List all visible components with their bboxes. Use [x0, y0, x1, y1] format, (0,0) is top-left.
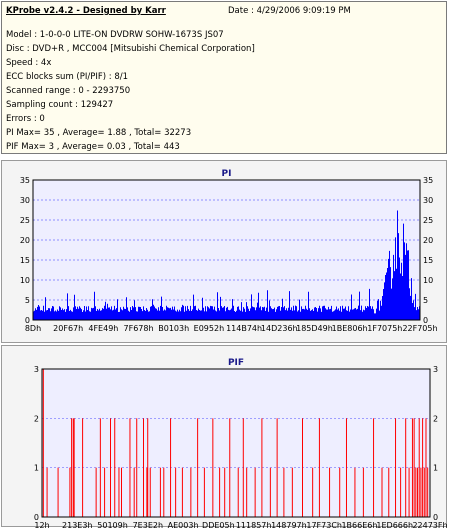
info-range: Scanned range : 0 - 2293750 [6, 86, 131, 96]
y-tick-label-right: 5 [423, 296, 428, 305]
x-tick-label: 1BE806h [332, 324, 368, 333]
x-tick-label: 111857h [236, 521, 272, 528]
x-tick-label: 50109h [97, 521, 128, 528]
x-tick-label: 7E3E2h [133, 521, 163, 528]
y-tick-label-right: 0 [423, 316, 428, 325]
info-disc: Disc : DVD+R , MCC004 [Mitsubishi Chemic… [6, 44, 255, 54]
y-tick-label-left: 20 [20, 236, 30, 245]
info-speed: Speed : 4x [6, 58, 52, 68]
x-tick-label: 14D236h [261, 324, 298, 333]
y-tick-label-left: 25 [20, 216, 30, 225]
info-errors: Errors : 0 [6, 114, 45, 124]
x-tick-label: 22473Fh [412, 521, 447, 528]
y-tick-label-right: 2 [433, 414, 438, 423]
info-model: Model : 1-0-0-0 LITE-ON DVDRW SOHW-1673S… [6, 30, 224, 40]
x-tick-label: E0952h [194, 324, 224, 333]
info-panel: KProbe v2.4.2 - Designed by Karr Date : … [1, 1, 447, 154]
y-tick-label-right: 1 [433, 464, 438, 473]
x-tick-label: 4FE49h [88, 324, 118, 333]
y-tick-label-left: 0 [34, 513, 39, 522]
x-tick-label: DDE05h [202, 521, 235, 528]
y-tick-label-right: 20 [423, 236, 433, 245]
x-tick-label: 185D49h [296, 324, 333, 333]
plot-area [32, 179, 421, 321]
x-tick-label: 20F67h [53, 324, 83, 333]
x-tick-label: B0103h [158, 324, 189, 333]
y-tick-label-left: 30 [20, 196, 30, 205]
x-tick-label: 17F73Ch [306, 521, 342, 528]
plot-border [41, 368, 431, 518]
chart-title: PI [222, 169, 232, 179]
info-ecc: ECC blocks sum (PI/PIF) : 8/1 [6, 72, 129, 82]
x-tick-label: AE003h [168, 521, 199, 528]
y-tick-label-left: 35 [20, 176, 30, 185]
y-tick-label-right: 3 [433, 365, 438, 374]
pif-chart-panel: PIF 0 0 1 1 2 2 3 3 12h 213E3h 50109h 7E3E2h AE003h DD… [1, 345, 448, 528]
info-sampling: Sampling count : 129427 [6, 100, 114, 110]
plot-border [32, 179, 421, 321]
y-tick-label-left: 1 [34, 464, 39, 473]
x-tick-label: 213E3h [62, 521, 92, 528]
x-tick-label: 7F678h [124, 324, 154, 333]
x-tick-label: 1B66E6h [341, 521, 377, 528]
chart-title: PIF [228, 358, 244, 368]
y-tick-label-left: 2 [34, 414, 39, 423]
x-tick-label: 1ED666h [376, 521, 413, 528]
pi-chart-panel: PI 0 0 5 5 10 10 15 15 20 20 25 25 30 30 35 35 8Dh 20F67h 4… [1, 160, 447, 343]
x-tick-label: 22F705h [402, 324, 437, 333]
y-tick-label-right: 35 [423, 176, 433, 185]
info-pi-stats: PI Max= 35 , Average= 1.88 , Total= 3227… [6, 128, 192, 138]
y-tick-label-left: 10 [20, 276, 30, 285]
scan-date: Date : 4/29/2006 9:09:19 PM [228, 6, 351, 16]
y-tick-label-left: 3 [34, 365, 39, 374]
x-tick-label: 1F7075h [367, 324, 402, 333]
y-tick-label-right: 30 [423, 196, 433, 205]
y-tick-label-left: 5 [25, 296, 30, 305]
y-tick-label-right: 10 [423, 276, 433, 285]
x-tick-label: 12h [34, 521, 49, 528]
app-title: KProbe v2.4.2 - Designed by Karr [6, 6, 166, 16]
y-tick-label-left: 0 [25, 316, 30, 325]
y-tick-label-right: 25 [423, 216, 433, 225]
x-tick-label: 114B74h [226, 324, 262, 333]
y-tick-label-left: 15 [20, 256, 30, 265]
pif-chart: PIF 0 0 1 1 2 2 3 3 12h 213E3h 50109h 7E3E2h AE003h DD… [34, 358, 448, 528]
x-tick-label: 148797h [271, 521, 307, 528]
pi-chart: PI 0 0 5 5 10 10 15 15 20 20 25 25 30 30 35 35 8Dh 20F67h 4… [20, 169, 438, 333]
y-tick-label-right: 0 [433, 513, 438, 522]
x-tick-label: 8Dh [25, 324, 41, 333]
info-pif-stats: PIF Max= 3 , Average= 0.03 , Total= 443 [6, 142, 180, 152]
y-tick-label-right: 15 [423, 256, 433, 265]
